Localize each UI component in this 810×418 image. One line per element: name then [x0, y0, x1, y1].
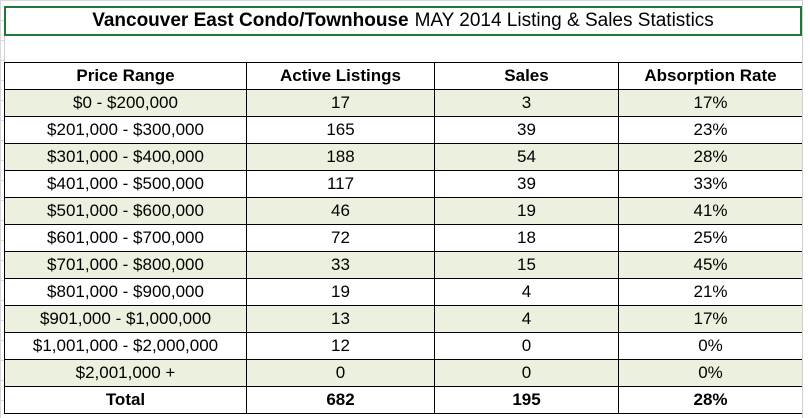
- table-row: $601,000 - $700,000 72 18 25%: [4, 224, 803, 252]
- sales-cell[interactable]: 4: [434, 305, 619, 333]
- price-range-cell[interactable]: $501,000 - $600,000: [4, 197, 247, 225]
- active-listings-cell[interactable]: 188: [246, 143, 435, 171]
- active-listings-cell[interactable]: 12: [246, 332, 435, 360]
- active-listings-cell[interactable]: 19: [246, 278, 435, 306]
- header-absorption-rate[interactable]: Absorption Rate: [618, 62, 803, 90]
- sales-cell[interactable]: 18: [434, 224, 619, 252]
- active-listings-cell[interactable]: 72: [246, 224, 435, 252]
- absorption-rate-cell[interactable]: 0%: [618, 332, 803, 360]
- sales-cell[interactable]: 19: [434, 197, 619, 225]
- price-range-cell[interactable]: $301,000 - $400,000: [4, 143, 247, 171]
- sales-cell[interactable]: 0: [434, 332, 619, 360]
- adjacent-column-edge: [802, 0, 810, 418]
- table-row: $801,000 - $900,000 19 4 21%: [4, 278, 803, 306]
- table-row: $2,001,000 + 0 0 0%: [4, 359, 803, 387]
- total-row: Total 682 195 28%: [4, 386, 803, 414]
- absorption-rate-cell[interactable]: 28%: [618, 143, 803, 171]
- active-listings-cell[interactable]: 165: [246, 116, 435, 144]
- price-range-cell[interactable]: $701,000 - $800,000: [4, 251, 247, 279]
- price-range-cell[interactable]: $901,000 - $1,000,000: [4, 305, 247, 333]
- total-label-cell[interactable]: Total: [4, 386, 247, 414]
- active-listings-cell[interactable]: 13: [246, 305, 435, 333]
- title-cell[interactable]: Vancouver East Condo/Townhouse MAY 2014 …: [4, 6, 802, 36]
- table-row: $501,000 - $600,000 46 19 41%: [4, 197, 803, 225]
- price-range-cell[interactable]: $201,000 - $300,000: [4, 116, 247, 144]
- absorption-rate-cell[interactable]: 17%: [618, 305, 803, 333]
- absorption-rate-cell[interactable]: 23%: [618, 116, 803, 144]
- table-row: $301,000 - $400,000 188 54 28%: [4, 143, 803, 171]
- table-row: $0 - $200,000 17 3 17%: [4, 89, 803, 117]
- sales-cell[interactable]: 39: [434, 116, 619, 144]
- total-sales-cell[interactable]: 195: [434, 386, 619, 414]
- header-row: Price Range Active Listings Sales Absorp…: [4, 62, 803, 90]
- price-range-cell[interactable]: $1,001,000 - $2,000,000: [4, 332, 247, 360]
- active-listings-cell[interactable]: 17: [246, 89, 435, 117]
- absorption-rate-cell[interactable]: 25%: [618, 224, 803, 252]
- active-listings-cell[interactable]: 46: [246, 197, 435, 225]
- sales-cell[interactable]: 4: [434, 278, 619, 306]
- absorption-rate-cell[interactable]: 45%: [618, 251, 803, 279]
- sales-cell[interactable]: 15: [434, 251, 619, 279]
- table-row: $701,000 - $800,000 33 15 45%: [4, 251, 803, 279]
- total-active-listings-cell[interactable]: 682: [246, 386, 435, 414]
- active-listings-cell[interactable]: 0: [246, 359, 435, 387]
- table-row: $901,000 - $1,000,000 13 4 17%: [4, 305, 803, 333]
- absorption-rate-cell[interactable]: 21%: [618, 278, 803, 306]
- header-active-listings[interactable]: Active Listings: [246, 62, 435, 90]
- price-range-cell[interactable]: $0 - $200,000: [4, 89, 247, 117]
- absorption-rate-cell[interactable]: 41%: [618, 197, 803, 225]
- statistics-table: Price Range Active Listings Sales Absorp…: [4, 62, 803, 414]
- sales-cell[interactable]: 0: [434, 359, 619, 387]
- price-range-cell[interactable]: $401,000 - $500,000: [4, 170, 247, 198]
- table-row: $201,000 - $300,000 165 39 23%: [4, 116, 803, 144]
- table-row: $1,001,000 - $2,000,000 12 0 0%: [4, 332, 803, 360]
- price-range-cell[interactable]: $2,001,000 +: [4, 359, 247, 387]
- table-row: $401,000 - $500,000 117 39 33%: [4, 170, 803, 198]
- sales-cell[interactable]: 54: [434, 143, 619, 171]
- total-absorption-rate-cell[interactable]: 28%: [618, 386, 803, 414]
- absorption-rate-cell[interactable]: 33%: [618, 170, 803, 198]
- sales-cell[interactable]: 39: [434, 170, 619, 198]
- price-range-cell[interactable]: $801,000 - $900,000: [4, 278, 247, 306]
- active-listings-cell[interactable]: 117: [246, 170, 435, 198]
- header-price-range[interactable]: Price Range: [4, 62, 247, 90]
- active-listings-cell[interactable]: 33: [246, 251, 435, 279]
- header-sales[interactable]: Sales: [434, 62, 619, 90]
- title-rest: MAY 2014 Listing & Sales Statistics: [414, 10, 714, 31]
- sales-cell[interactable]: 3: [434, 89, 619, 117]
- absorption-rate-cell[interactable]: 0%: [618, 359, 803, 387]
- price-range-cell[interactable]: $601,000 - $700,000: [4, 224, 247, 252]
- title-bold: Vancouver East Condo/Townhouse: [92, 10, 409, 31]
- blank-row[interactable]: [4, 36, 803, 62]
- absorption-rate-cell[interactable]: 17%: [618, 89, 803, 117]
